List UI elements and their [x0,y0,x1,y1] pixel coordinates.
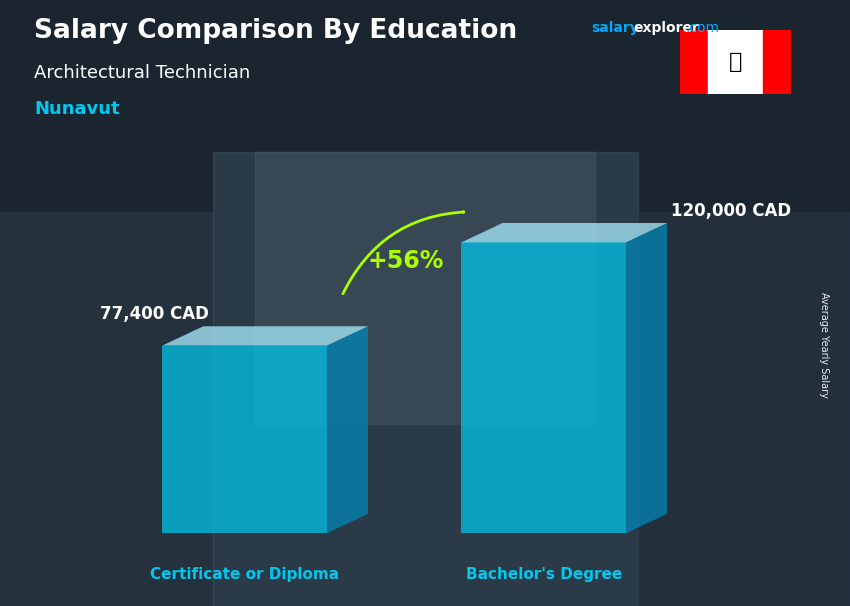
Polygon shape [626,223,667,533]
Text: 🍁: 🍁 [728,52,742,72]
Bar [0,212,212,606]
Text: Certificate or Diploma: Certificate or Diploma [150,567,339,582]
Polygon shape [462,223,667,242]
Text: Nunavut: Nunavut [34,100,120,118]
Bar [212,152,638,606]
Text: +56%: +56% [367,248,444,273]
Text: .com: .com [685,21,719,35]
Text: salary: salary [591,21,638,35]
Polygon shape [462,242,626,533]
Text: Architectural Technician: Architectural Technician [34,64,250,82]
Text: explorer: explorer [633,21,699,35]
Text: Average Yearly Salary: Average Yearly Salary [819,293,829,398]
Text: Salary Comparison By Education: Salary Comparison By Education [34,18,517,44]
Text: 120,000 CAD: 120,000 CAD [671,202,790,220]
Bar [707,30,763,94]
Bar [680,30,707,94]
Polygon shape [162,345,326,533]
FancyArrowPatch shape [343,211,464,294]
Bar [638,212,850,606]
Polygon shape [162,326,368,345]
Text: Bachelor's Degree: Bachelor's Degree [466,567,622,582]
Bar [763,30,791,94]
Text: 77,400 CAD: 77,400 CAD [100,305,209,323]
Polygon shape [326,326,368,533]
Bar [255,152,595,424]
